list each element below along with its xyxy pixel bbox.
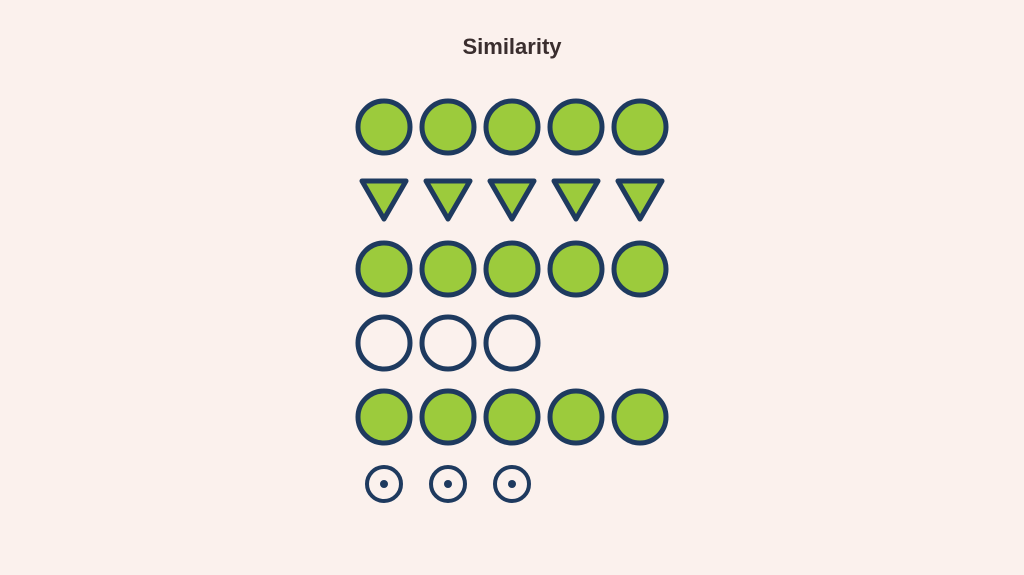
shape-row (352, 380, 672, 454)
shape-row (352, 306, 672, 380)
circle-filled-icon (544, 380, 608, 454)
circle-dot-icon (480, 454, 544, 514)
triangle-down-icon (544, 164, 608, 232)
circle-filled-icon (480, 90, 544, 164)
circle-filled-icon (480, 232, 544, 306)
circle-filled-icon (416, 90, 480, 164)
circle-dot-icon (416, 454, 480, 514)
triangle-down-icon (608, 164, 672, 232)
shape-row (352, 90, 672, 164)
triangle-down-icon (352, 164, 416, 232)
circle-filled-icon (416, 380, 480, 454)
circle-filled-icon (352, 232, 416, 306)
shape-row (352, 232, 672, 306)
circle-filled-icon (608, 380, 672, 454)
circle-dot-icon (352, 454, 416, 514)
circle-filled-icon (352, 90, 416, 164)
circle-filled-icon (544, 232, 608, 306)
circle-filled-icon (416, 232, 480, 306)
circle-empty-icon (416, 306, 480, 380)
circle-empty-icon (480, 306, 544, 380)
triangle-down-icon (480, 164, 544, 232)
circle-filled-icon (352, 380, 416, 454)
circle-filled-icon (608, 232, 672, 306)
shape-grid (352, 90, 672, 514)
circle-filled-icon (480, 380, 544, 454)
circle-filled-icon (544, 90, 608, 164)
page-title: Similarity (462, 34, 561, 60)
circle-filled-icon (608, 90, 672, 164)
shape-row (352, 164, 672, 232)
shape-row (352, 454, 672, 514)
triangle-down-icon (416, 164, 480, 232)
circle-empty-icon (352, 306, 416, 380)
